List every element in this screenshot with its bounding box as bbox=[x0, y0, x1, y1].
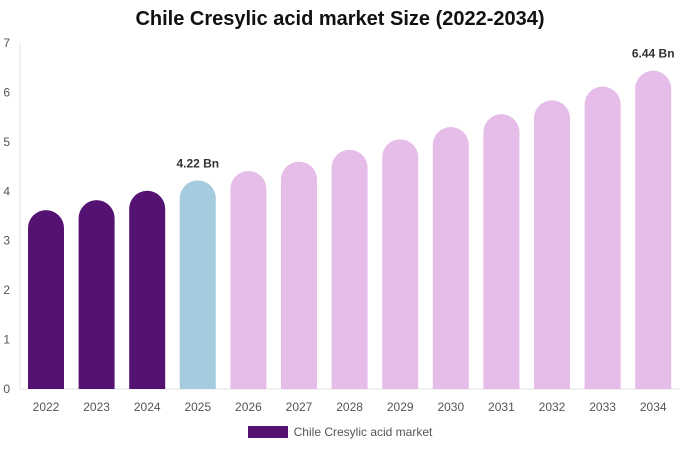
bar-2025 bbox=[179, 180, 216, 389]
legend-swatch bbox=[247, 426, 288, 438]
x-tick-label: 2032 bbox=[539, 400, 566, 414]
x-tick-label: 2025 bbox=[184, 400, 211, 414]
y-tick-label: 6 bbox=[3, 85, 10, 99]
bar-2022 bbox=[28, 210, 64, 389]
x-tick-label: 2031 bbox=[488, 400, 515, 414]
legend: Chile Cresylic acid market bbox=[0, 425, 680, 439]
bar-2030 bbox=[432, 127, 469, 389]
x-tick-label: 2033 bbox=[589, 400, 616, 414]
bar-2027 bbox=[281, 161, 317, 389]
data-label-2025: 4.22 Bn bbox=[176, 156, 219, 170]
bar-2026 bbox=[230, 171, 267, 389]
x-tick-label: 2028 bbox=[336, 400, 363, 414]
x-tick-label: 2030 bbox=[437, 400, 464, 414]
bar-2029 bbox=[382, 139, 419, 389]
chart-title: Chile Cresylic acid market Size (2022-20… bbox=[135, 8, 545, 30]
y-tick-label: 0 bbox=[3, 382, 10, 396]
x-tick-label: 2023 bbox=[83, 400, 110, 414]
bar-2024 bbox=[129, 190, 166, 389]
x-tick-label: 2026 bbox=[235, 400, 262, 414]
bar-2034 bbox=[635, 70, 672, 390]
x-tick-label: 2029 bbox=[387, 400, 414, 414]
x-tick-label: 2027 bbox=[286, 400, 313, 414]
bar-2031 bbox=[483, 114, 520, 389]
y-tick-label: 1 bbox=[3, 333, 10, 347]
data-label-2034: 6.44 Bn bbox=[632, 47, 675, 61]
y-tick-label: 7 bbox=[3, 36, 10, 50]
y-tick-label: 4 bbox=[3, 184, 10, 198]
bar-2023 bbox=[78, 200, 115, 389]
x-tick-label: 2024 bbox=[134, 400, 161, 414]
bar-2033 bbox=[584, 86, 621, 390]
y-tick-label: 2 bbox=[3, 283, 10, 297]
x-tick-label: 2034 bbox=[640, 400, 667, 414]
legend-label: Chile Cresylic acid market bbox=[293, 425, 433, 439]
x-tick-label: 2022 bbox=[33, 400, 60, 414]
bar-2028 bbox=[331, 149, 368, 389]
y-tick-label: 5 bbox=[3, 135, 10, 149]
bar-2032 bbox=[534, 100, 570, 389]
y-tick-label: 3 bbox=[3, 234, 10, 248]
